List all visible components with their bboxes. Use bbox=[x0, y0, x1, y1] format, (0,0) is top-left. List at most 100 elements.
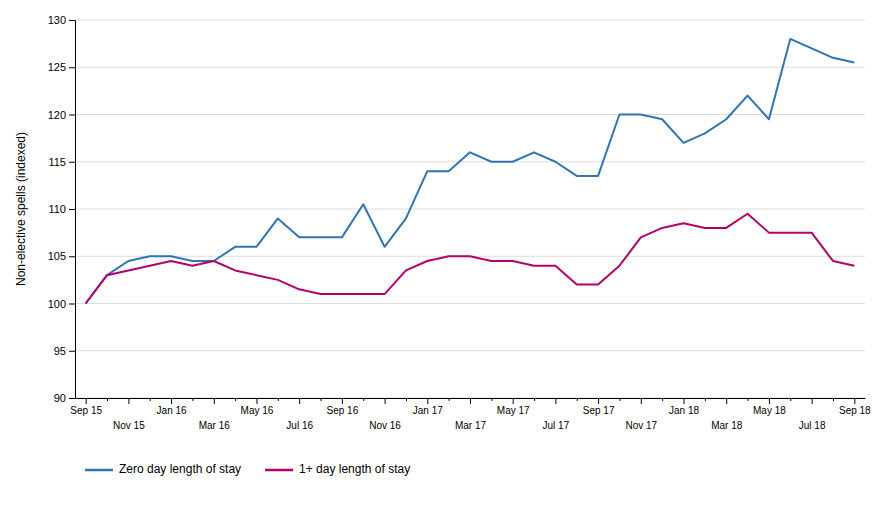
y-axis-line bbox=[69, 21, 76, 399]
y-tick: 125 bbox=[48, 61, 75, 73]
grid bbox=[75, 20, 865, 398]
x-tick: Mar 18 bbox=[711, 398, 743, 431]
y-tick: 90 bbox=[54, 392, 75, 404]
x-tick-mark bbox=[641, 398, 642, 404]
x-tick bbox=[619, 398, 620, 401]
grid-line bbox=[75, 20, 865, 21]
chart: 9095100105110115120125130Sep 15Nov 15Jan… bbox=[0, 0, 890, 508]
x-tick-mark bbox=[555, 398, 556, 404]
x-tick: Mar 17 bbox=[455, 398, 487, 431]
y-tick-label: 115 bbox=[48, 156, 66, 168]
y-tick-mark bbox=[69, 115, 75, 116]
x-tick: Jul 18 bbox=[799, 398, 826, 431]
x-tick-mark bbox=[235, 398, 236, 401]
x-tick-label: Sep 15 bbox=[70, 405, 102, 416]
x-tick-mark bbox=[171, 398, 172, 404]
x-tick bbox=[534, 398, 535, 401]
x-tick-mark bbox=[513, 398, 514, 404]
x-tick-label: Jul 18 bbox=[799, 420, 826, 431]
x-tick-label: Sep 16 bbox=[327, 405, 359, 416]
x-tick-label: Jul 16 bbox=[286, 420, 313, 431]
y-tick: 95 bbox=[54, 345, 75, 357]
grid-line bbox=[75, 114, 865, 115]
x-tick-label: Mar 17 bbox=[455, 420, 487, 431]
x-tick-mark bbox=[385, 398, 386, 404]
y-tick-label: 110 bbox=[48, 203, 66, 215]
x-tick-mark bbox=[256, 398, 257, 404]
x-tick-label: May 18 bbox=[753, 405, 786, 416]
x-tick-mark bbox=[534, 398, 535, 401]
grid-line bbox=[75, 209, 865, 210]
x-tick-mark bbox=[705, 398, 706, 401]
grid-line bbox=[75, 67, 865, 68]
x-tick: May 18 bbox=[753, 398, 786, 416]
x-tick-mark bbox=[128, 398, 129, 404]
y-tick-label: 130 bbox=[48, 14, 66, 26]
y-tick-mark bbox=[69, 398, 75, 399]
x-tick-mark bbox=[150, 398, 151, 401]
x-tick bbox=[577, 398, 578, 401]
x-tick-mark bbox=[726, 398, 727, 404]
grid-line bbox=[75, 303, 865, 304]
x-tick bbox=[449, 398, 450, 401]
x-tick-label: Jan 18 bbox=[669, 405, 699, 416]
x-tick-mark bbox=[470, 398, 471, 404]
x-tick-mark bbox=[854, 398, 855, 404]
series-line bbox=[86, 39, 855, 304]
x-tick-mark bbox=[449, 398, 450, 401]
x-tick-mark bbox=[321, 398, 322, 401]
x-tick: Jan 18 bbox=[669, 398, 699, 416]
legend-item: Zero day length of stay bbox=[85, 462, 241, 476]
x-tick-mark bbox=[363, 398, 364, 401]
x-tick-mark bbox=[790, 398, 791, 401]
legend-swatch bbox=[85, 469, 113, 472]
y-tick-label: 100 bbox=[48, 298, 66, 310]
x-tick-label: May 17 bbox=[497, 405, 530, 416]
grid-line bbox=[75, 350, 865, 351]
x-tick-mark bbox=[107, 398, 108, 401]
x-tick-mark bbox=[192, 398, 193, 401]
x-tick-mark bbox=[598, 398, 599, 404]
x-tick-mark bbox=[812, 398, 813, 404]
x-tick-mark bbox=[577, 398, 578, 401]
y-tick: 100 bbox=[48, 298, 75, 310]
y-tick-label: 95 bbox=[54, 345, 66, 357]
y-tick: 110 bbox=[48, 203, 75, 215]
x-tick-label: Jul 17 bbox=[543, 420, 570, 431]
x-tick-mark bbox=[769, 398, 770, 404]
x-tick-mark bbox=[833, 398, 834, 401]
y-tick: 130 bbox=[48, 14, 75, 26]
grid-line bbox=[75, 161, 865, 162]
x-tick: May 16 bbox=[241, 398, 274, 416]
y-tick: 120 bbox=[48, 109, 75, 121]
x-tick: Sep 15 bbox=[70, 398, 102, 416]
x-tick bbox=[662, 398, 663, 401]
x-tick bbox=[321, 398, 322, 401]
y-tick-mark bbox=[69, 304, 75, 305]
plot: 9095100105110115120125130Sep 15Nov 15Jan… bbox=[48, 14, 871, 431]
x-tick: May 17 bbox=[497, 398, 530, 416]
x-tick: Sep 18 bbox=[839, 398, 871, 416]
x-tick-label: Nov 17 bbox=[625, 420, 657, 431]
y-tick: 115 bbox=[48, 156, 75, 168]
y-tick-mark bbox=[69, 67, 75, 68]
x-tick: Jul 17 bbox=[543, 398, 570, 431]
y-axis: 9095100105110115120125130 bbox=[48, 14, 76, 404]
x-tick bbox=[705, 398, 706, 401]
x-tick bbox=[748, 398, 749, 401]
legend-label: 1+ day length of stay bbox=[299, 462, 410, 476]
x-tick: Jan 16 bbox=[157, 398, 187, 416]
x-tick bbox=[278, 398, 279, 401]
x-tick bbox=[107, 398, 108, 401]
x-tick-mark bbox=[427, 398, 428, 404]
x-tick bbox=[363, 398, 364, 401]
legend-item: 1+ day length of stay bbox=[265, 462, 410, 476]
x-tick-mark bbox=[748, 398, 749, 401]
y-tick-mark bbox=[69, 209, 75, 210]
x-tick-label: Mar 16 bbox=[199, 420, 231, 431]
x-tick-label: Nov 15 bbox=[113, 420, 145, 431]
x-tick bbox=[491, 398, 492, 401]
y-tick-label: 120 bbox=[48, 109, 66, 121]
x-tick-mark bbox=[299, 398, 300, 404]
y-tick-mark bbox=[69, 162, 75, 163]
